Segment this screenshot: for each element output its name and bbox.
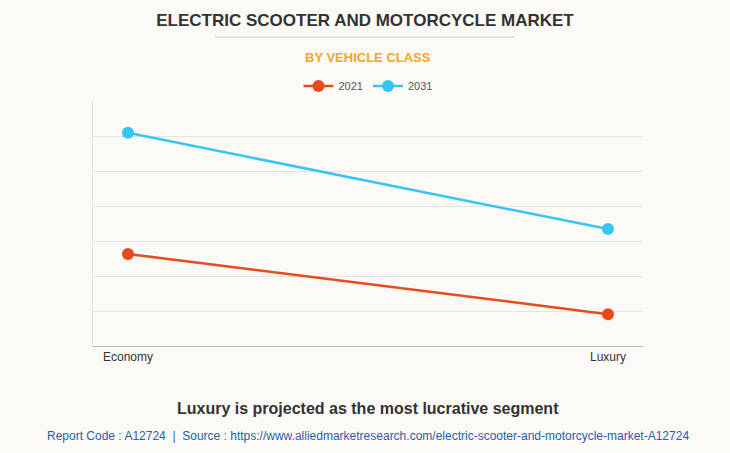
svg-text:2021: 2021 <box>339 80 363 92</box>
svg-text:Luxury is projected as the mos: Luxury is projected as the most lucrativ… <box>177 400 559 417</box>
svg-text:Economy: Economy <box>103 350 153 364</box>
svg-text:Luxury: Luxury <box>590 350 626 364</box>
svg-text:BY VEHICLE CLASS: BY VEHICLE CLASS <box>305 50 431 65</box>
svg-text:Report Code : A12724 | Sourc: Report Code : A12724 | Source : https://… <box>47 429 689 443</box>
svg-text:ELECTRIC SCOOTER AND MOTORCYCL: ELECTRIC SCOOTER AND MOTORCYCLE MARKET <box>156 11 574 30</box>
svg-text:2031: 2031 <box>408 80 432 92</box>
